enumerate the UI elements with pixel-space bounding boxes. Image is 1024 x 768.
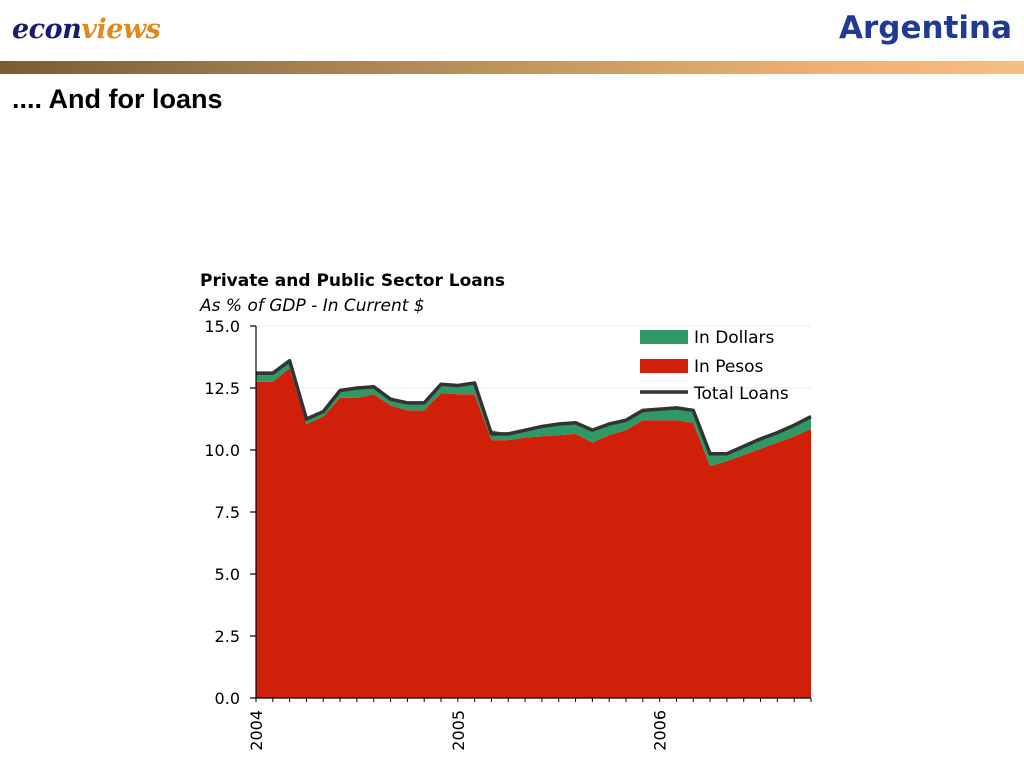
- legend-label-in-pesos: In Pesos: [694, 357, 764, 377]
- chart-title: Private and Public Sector Loans: [200, 271, 505, 291]
- econviews-logo: econviews: [12, 14, 161, 45]
- y-tick-label: 2.5: [215, 627, 240, 646]
- legend-label-total-loans: Total Loans: [693, 384, 789, 404]
- logo-part-views: views: [81, 14, 161, 45]
- chart-subtitle: As % of GDP - In Current $: [199, 296, 425, 316]
- x-tick-label: 2004: [247, 710, 266, 751]
- y-tick-label: 12.5: [204, 379, 240, 398]
- y-tick-label: 10.0: [204, 441, 240, 460]
- y-tick-label: 0.0: [215, 689, 240, 708]
- country-title: Argentina: [839, 10, 1012, 46]
- y-tick-label: 7.5: [215, 503, 240, 522]
- y-tick-label: 5.0: [215, 565, 240, 584]
- header-band: [0, 61, 1024, 74]
- logo-part-econ: econ: [12, 14, 82, 45]
- legend-label-in-dollars: In Dollars: [694, 328, 775, 348]
- slide-heading: .... And for loans: [12, 84, 223, 114]
- x-tick-label: 2006: [651, 710, 670, 751]
- legend-swatch-in-dollars: [640, 330, 688, 344]
- series-line-total-loans: [256, 358, 812, 456]
- y-tick-label: 15.0: [204, 317, 240, 336]
- series-area-in-pesos: [256, 368, 811, 698]
- x-tick-label: 2005: [449, 710, 468, 751]
- legend-swatch-in-pesos: [640, 359, 688, 373]
